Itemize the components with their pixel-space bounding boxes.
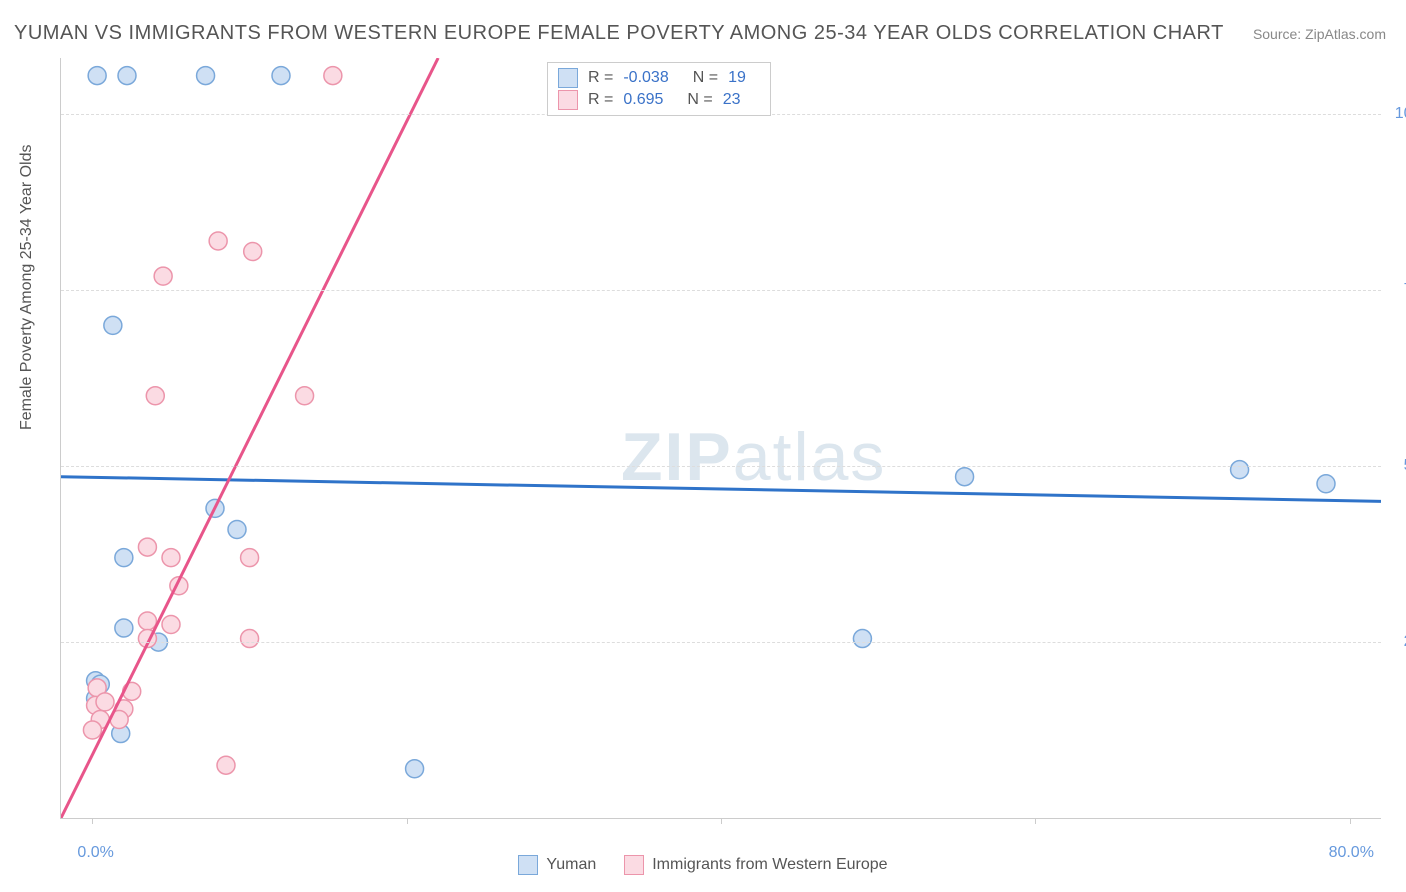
chart-svg xyxy=(61,58,1381,818)
plot-area: ZIPatlas 25.0%50.0%75.0%100.0% xyxy=(60,58,1381,819)
x-tick-mark xyxy=(1035,818,1036,824)
legend-series-item: Immigrants from Western Europe xyxy=(624,855,887,875)
gridline-horizontal xyxy=(61,290,1381,291)
data-point xyxy=(162,549,180,567)
data-point xyxy=(115,619,133,637)
legend-row: R = 0.695 N = 23 xyxy=(558,89,760,111)
trend-line xyxy=(61,58,438,818)
data-point xyxy=(241,549,259,567)
data-point xyxy=(1231,461,1249,479)
x-tick-mark xyxy=(721,818,722,824)
legend-series-label: Immigrants from Western Europe xyxy=(652,856,887,874)
data-point xyxy=(244,243,262,261)
gridline-horizontal xyxy=(61,642,1381,643)
legend-r-label: R = xyxy=(588,89,613,111)
legend-n-label: N = xyxy=(693,67,718,89)
data-point xyxy=(154,267,172,285)
data-point xyxy=(1317,475,1335,493)
legend-r-value: -0.038 xyxy=(623,67,668,89)
chart-title: YUMAN VS IMMIGRANTS FROM WESTERN EUROPE … xyxy=(14,22,1224,45)
data-point xyxy=(217,756,235,774)
legend-swatch xyxy=(558,68,578,88)
source-attribution: Source: ZipAtlas.com xyxy=(1253,26,1386,42)
trend-line xyxy=(61,477,1381,502)
legend-n-label: N = xyxy=(687,89,712,111)
legend-r-value: 0.695 xyxy=(623,89,663,111)
y-tick-label: 100.0% xyxy=(1395,105,1406,123)
data-point xyxy=(138,612,156,630)
data-point xyxy=(406,760,424,778)
x-tick-mark xyxy=(92,818,93,824)
data-point xyxy=(115,549,133,567)
data-point xyxy=(118,67,136,85)
legend-n-value: 19 xyxy=(728,67,746,89)
legend-row: R = -0.038 N = 19 xyxy=(558,67,760,89)
data-point xyxy=(272,67,290,85)
data-point xyxy=(296,387,314,405)
data-point xyxy=(228,520,246,538)
data-point xyxy=(324,67,342,85)
data-point xyxy=(138,538,156,556)
legend-swatch xyxy=(518,855,538,875)
data-point xyxy=(197,67,215,85)
x-axis-max-label: 80.0% xyxy=(1329,844,1374,862)
legend-series-label: Yuman xyxy=(546,856,596,874)
data-point xyxy=(241,630,259,648)
legend-swatch xyxy=(624,855,644,875)
gridline-horizontal xyxy=(61,466,1381,467)
data-point xyxy=(853,630,871,648)
x-tick-mark xyxy=(407,818,408,824)
legend-swatch xyxy=(558,90,578,110)
data-point xyxy=(104,316,122,334)
y-axis-label: Female Poverty Among 25-34 Year Olds xyxy=(18,145,36,431)
data-point xyxy=(96,693,114,711)
legend-series: Yuman Immigrants from Western Europe xyxy=(0,855,1406,880)
x-axis-min-label: 0.0% xyxy=(77,844,113,862)
legend-correlation: R =-0.038N =19R =0.695N =23 xyxy=(547,62,771,116)
x-tick-mark xyxy=(1350,818,1351,824)
data-point xyxy=(956,468,974,486)
data-point xyxy=(209,232,227,250)
legend-r-label: R = xyxy=(588,67,613,89)
data-point xyxy=(88,67,106,85)
data-point xyxy=(146,387,164,405)
data-point xyxy=(83,721,101,739)
legend-series-item: Yuman xyxy=(518,855,596,875)
legend-n-value: 23 xyxy=(723,89,741,111)
data-point xyxy=(162,615,180,633)
